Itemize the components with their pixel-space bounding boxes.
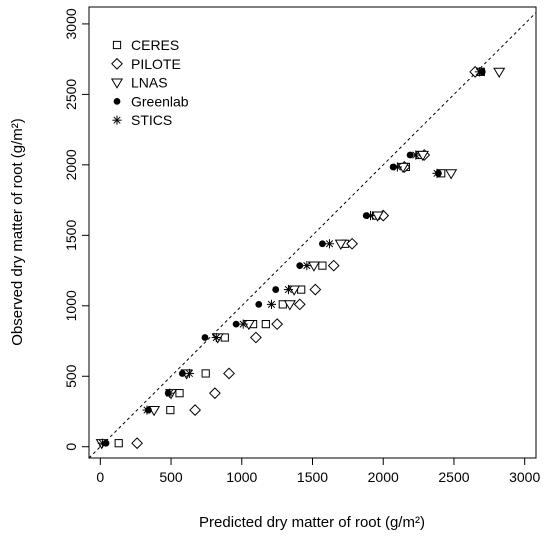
series-stics bbox=[97, 67, 485, 448]
legend-marker bbox=[111, 57, 123, 70]
data-points-layer bbox=[95, 65, 506, 450]
x-tick-label: 3000 bbox=[509, 469, 540, 485]
data-point bbox=[131, 437, 144, 450]
x-tick-label: 1500 bbox=[297, 469, 328, 485]
y-tick-label: 3000 bbox=[63, 8, 79, 39]
y-axis: 0 500 1000 1500 2000 2500 3000 bbox=[63, 8, 89, 451]
data-point bbox=[416, 150, 429, 162]
legend-item: CERES bbox=[112, 37, 179, 53]
y-tick-label: 0 bbox=[63, 443, 79, 451]
data-point bbox=[283, 284, 294, 295]
y-tick-label: 1500 bbox=[63, 220, 79, 251]
data-point bbox=[261, 320, 270, 329]
y-tick-label: 2500 bbox=[63, 79, 79, 110]
x-tick-label: 0 bbox=[96, 469, 104, 485]
identity-line-layer bbox=[89, 11, 536, 458]
identity-line bbox=[89, 11, 536, 458]
data-point bbox=[142, 405, 152, 415]
data-point bbox=[242, 320, 255, 331]
data-point bbox=[493, 67, 506, 79]
data-point bbox=[319, 240, 326, 248]
data-point bbox=[255, 300, 263, 308]
data-point bbox=[288, 285, 301, 296]
x-tick-label: 2500 bbox=[438, 469, 469, 485]
data-point bbox=[165, 388, 175, 398]
legend-label: CERES bbox=[131, 37, 179, 53]
legend-label: STICS bbox=[131, 112, 172, 128]
data-point bbox=[365, 210, 376, 221]
data-point bbox=[166, 405, 175, 415]
data-point bbox=[201, 369, 210, 378]
x-tick-label: 2000 bbox=[368, 469, 399, 485]
data-point bbox=[302, 261, 312, 271]
data-point bbox=[396, 162, 410, 174]
data-point bbox=[432, 168, 442, 178]
x-axis-label: Predicted dry matter of root (g/m²) bbox=[199, 514, 425, 531]
data-point bbox=[266, 299, 277, 309]
data-point bbox=[272, 286, 280, 293]
x-tick-label: 500 bbox=[159, 469, 183, 485]
data-point bbox=[184, 368, 195, 379]
data-point bbox=[346, 237, 359, 250]
data-point bbox=[296, 262, 304, 270]
legend-item: Greenlab bbox=[113, 93, 189, 109]
legend-item: PILOTE bbox=[111, 56, 181, 72]
data-point bbox=[175, 389, 184, 398]
data-point bbox=[208, 387, 221, 400]
y-axis-label: Observed dry matter of root (g/m²) bbox=[9, 118, 26, 346]
data-point bbox=[250, 331, 262, 344]
x-tick-label: 1000 bbox=[226, 469, 257, 485]
data-point bbox=[307, 261, 320, 272]
data-point bbox=[318, 261, 327, 270]
legend-marker bbox=[113, 98, 121, 105]
data-point bbox=[334, 239, 347, 250]
y-tick-label: 2000 bbox=[63, 149, 79, 180]
data-point bbox=[309, 283, 322, 296]
data-point bbox=[445, 169, 458, 180]
data-point bbox=[324, 239, 335, 249]
data-point bbox=[211, 332, 221, 343]
legend-item: LNAS bbox=[110, 75, 168, 91]
data-point bbox=[406, 151, 414, 159]
data-point bbox=[223, 367, 235, 380]
data-point bbox=[327, 259, 340, 272]
legend-marker bbox=[110, 78, 124, 89]
legend-marker bbox=[112, 115, 122, 125]
data-point bbox=[271, 318, 284, 331]
data-point bbox=[293, 298, 306, 311]
legend-label: LNAS bbox=[131, 75, 168, 91]
data-point bbox=[238, 319, 248, 329]
series-pilote bbox=[131, 65, 482, 450]
data-point bbox=[371, 211, 384, 222]
y-tick-label: 1000 bbox=[63, 290, 79, 321]
data-point bbox=[232, 320, 240, 328]
legend-label: Greenlab bbox=[131, 93, 189, 109]
data-point bbox=[474, 67, 485, 77]
data-point bbox=[392, 162, 402, 172]
data-point bbox=[201, 334, 209, 341]
legend-item: STICS bbox=[112, 112, 172, 128]
data-point bbox=[411, 150, 421, 160]
legend-marker bbox=[112, 40, 122, 50]
legend: CERES PILOTE LNAS Greenlab STICS bbox=[110, 37, 189, 128]
legend-label: PILOTE bbox=[131, 56, 181, 72]
data-point bbox=[189, 404, 201, 416]
y-tick-label: 500 bbox=[63, 364, 79, 388]
x-axis: 0 500 1000 1500 2000 2500 3000 bbox=[96, 458, 540, 485]
data-point bbox=[114, 439, 123, 448]
data-point bbox=[97, 438, 108, 448]
data-point bbox=[178, 370, 186, 377]
data-point bbox=[283, 300, 296, 311]
